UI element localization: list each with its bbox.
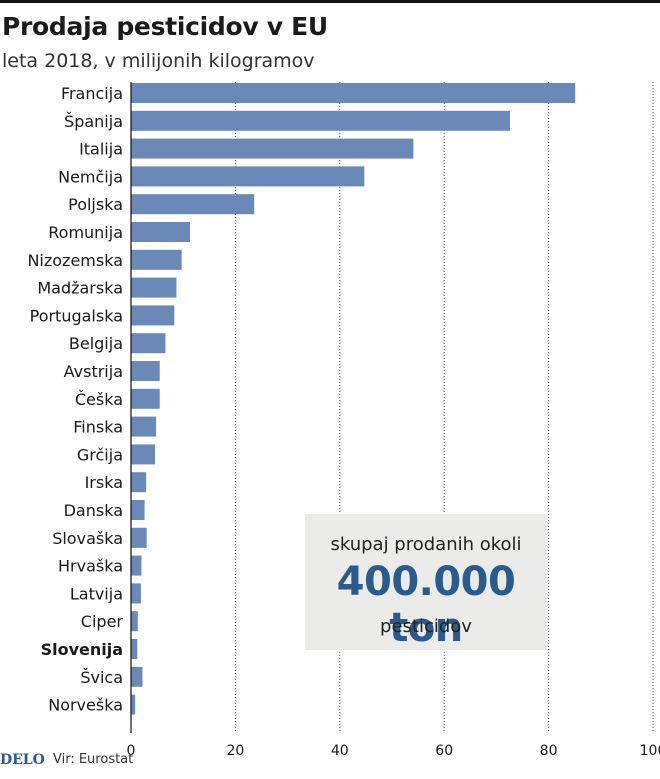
bar xyxy=(131,83,576,103)
chart-title: Prodaja pesticidov v EU xyxy=(2,12,328,41)
top-rule xyxy=(0,0,660,3)
bar xyxy=(131,222,190,242)
bar xyxy=(131,388,160,409)
bar xyxy=(131,694,136,715)
bar xyxy=(131,194,255,215)
x-tick-label: 60 xyxy=(435,743,453,759)
total-callout: skupaj prodanih okoli 400.000 ton pestic… xyxy=(305,514,547,651)
category-label: Češka xyxy=(75,390,123,409)
category-label: Finska xyxy=(73,418,123,437)
bar xyxy=(131,361,160,381)
bar xyxy=(131,138,414,159)
category-label: Ciper xyxy=(81,612,124,631)
category-label: Avstrija xyxy=(64,362,123,381)
bar xyxy=(131,416,157,437)
bar xyxy=(131,639,138,659)
category-label: Belgija xyxy=(69,334,123,353)
bar xyxy=(131,666,143,687)
x-tick-label: 20 xyxy=(226,743,244,759)
bar xyxy=(131,527,147,548)
bar xyxy=(131,277,177,298)
category-label: Francija xyxy=(61,84,123,103)
x-tick-label: 100 xyxy=(640,743,660,759)
bar xyxy=(131,583,141,604)
category-label: Hrvaška xyxy=(58,557,123,576)
chart-subtitle: leta 2018, v milijonih kilogramov xyxy=(2,50,315,72)
category-label: Portugalska xyxy=(30,306,123,325)
category-label: Slovaška xyxy=(52,529,123,548)
category-label: Danska xyxy=(64,501,123,520)
category-label: Švica xyxy=(80,668,123,687)
source-note: Vir: Eurostat xyxy=(53,752,134,767)
bar xyxy=(131,444,156,465)
category-label: Nemčija xyxy=(58,167,123,186)
category-label: Španija xyxy=(64,112,123,131)
bar xyxy=(131,305,175,326)
bar xyxy=(131,500,145,520)
category-label: Slovenija xyxy=(41,640,123,659)
bar xyxy=(131,555,142,576)
category-label: Irska xyxy=(85,473,123,492)
callout-total: 400.000 ton xyxy=(336,559,516,651)
callout-line2: pesticidov xyxy=(380,616,472,637)
bar xyxy=(131,166,365,187)
category-label: Romunija xyxy=(48,223,123,242)
x-tick-label: 40 xyxy=(331,743,349,759)
category-label: Nizozemska xyxy=(27,251,123,270)
category-label: Italija xyxy=(79,140,123,159)
bar xyxy=(131,110,510,131)
bar xyxy=(131,249,182,270)
x-tick-label: 80 xyxy=(540,743,558,759)
category-label: Grčija xyxy=(77,445,123,464)
publisher-logo: DELO xyxy=(0,752,45,768)
category-label: Norveška xyxy=(48,696,123,715)
bar xyxy=(131,472,147,493)
bar xyxy=(131,333,166,354)
callout-line1: skupaj prodanih okoli xyxy=(330,534,522,555)
x-tick-label: 0 xyxy=(127,743,136,759)
category-label: Latvija xyxy=(70,584,123,603)
category-label: Poljska xyxy=(68,195,123,214)
category-label: Madžarska xyxy=(37,279,123,298)
bar xyxy=(131,611,138,632)
